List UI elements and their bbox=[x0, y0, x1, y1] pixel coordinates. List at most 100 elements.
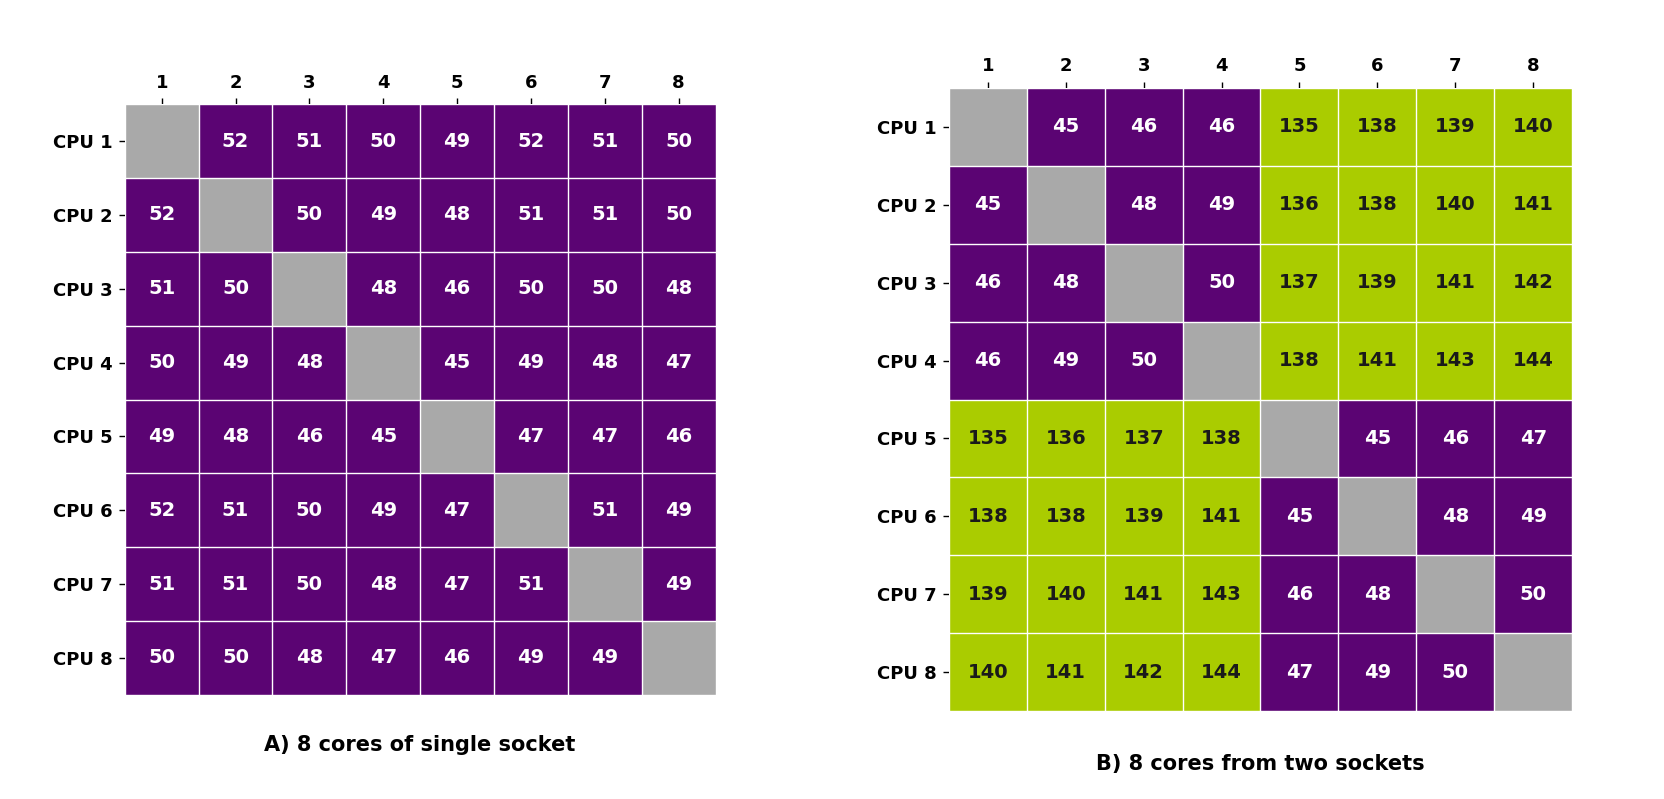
Bar bbox=[1105, 166, 1183, 244]
Bar bbox=[419, 178, 494, 252]
Text: 45: 45 bbox=[1052, 117, 1080, 137]
Text: 50: 50 bbox=[221, 649, 250, 667]
Text: 52: 52 bbox=[148, 205, 175, 225]
Text: 138: 138 bbox=[1201, 429, 1241, 448]
Text: 141: 141 bbox=[1045, 662, 1087, 682]
Bar bbox=[494, 326, 567, 400]
Bar bbox=[1338, 244, 1416, 321]
Bar bbox=[948, 166, 1027, 244]
Text: 139: 139 bbox=[1358, 273, 1398, 292]
Bar bbox=[1416, 555, 1494, 633]
Text: 50: 50 bbox=[1441, 662, 1469, 682]
Bar bbox=[125, 547, 198, 621]
Text: 140: 140 bbox=[1513, 117, 1554, 137]
Text: 49: 49 bbox=[1519, 507, 1548, 526]
Bar bbox=[198, 178, 273, 252]
Text: 138: 138 bbox=[1356, 117, 1398, 137]
Bar bbox=[1494, 555, 1572, 633]
Text: B) 8 cores from two sockets: B) 8 cores from two sockets bbox=[1097, 754, 1424, 774]
Bar bbox=[1105, 478, 1183, 555]
Bar bbox=[567, 621, 642, 695]
Bar bbox=[567, 473, 642, 547]
Text: 49: 49 bbox=[444, 132, 471, 150]
Bar bbox=[198, 400, 273, 473]
Bar bbox=[1261, 166, 1338, 244]
Text: 50: 50 bbox=[1208, 273, 1235, 292]
Bar bbox=[494, 178, 567, 252]
Text: 49: 49 bbox=[369, 205, 396, 225]
Bar bbox=[642, 547, 716, 621]
Bar bbox=[1183, 555, 1261, 633]
Text: 48: 48 bbox=[369, 574, 398, 594]
Text: 45: 45 bbox=[1286, 507, 1313, 526]
Text: 46: 46 bbox=[1441, 429, 1469, 448]
Bar bbox=[346, 326, 419, 400]
Text: 50: 50 bbox=[221, 279, 250, 298]
Text: 51: 51 bbox=[518, 205, 544, 225]
Bar bbox=[125, 104, 198, 178]
Text: 46: 46 bbox=[443, 649, 471, 667]
Bar bbox=[1494, 633, 1572, 711]
Text: 49: 49 bbox=[666, 501, 692, 520]
Bar bbox=[1183, 166, 1261, 244]
Text: 46: 46 bbox=[1208, 117, 1235, 137]
Bar bbox=[1027, 555, 1105, 633]
Bar bbox=[1416, 400, 1494, 478]
Text: 143: 143 bbox=[1201, 585, 1241, 604]
Text: 136: 136 bbox=[1280, 195, 1320, 214]
Bar bbox=[273, 178, 346, 252]
Bar bbox=[1338, 88, 1416, 166]
Text: 47: 47 bbox=[518, 427, 544, 446]
Text: 46: 46 bbox=[973, 273, 1002, 292]
Text: 51: 51 bbox=[591, 132, 619, 150]
Bar bbox=[1416, 321, 1494, 400]
Bar bbox=[948, 400, 1027, 478]
Bar bbox=[273, 326, 346, 400]
Bar bbox=[1105, 88, 1183, 166]
Bar bbox=[1183, 633, 1261, 711]
Text: 48: 48 bbox=[296, 649, 323, 667]
Text: 45: 45 bbox=[1364, 429, 1391, 448]
Bar bbox=[1416, 478, 1494, 555]
Text: 51: 51 bbox=[296, 132, 323, 150]
Text: 49: 49 bbox=[518, 353, 544, 372]
Bar bbox=[948, 244, 1027, 321]
Text: 137: 137 bbox=[1123, 429, 1163, 448]
Text: 141: 141 bbox=[1434, 273, 1476, 292]
Text: 48: 48 bbox=[443, 205, 471, 225]
Bar bbox=[1105, 555, 1183, 633]
Bar bbox=[198, 621, 273, 695]
Text: 48: 48 bbox=[1441, 507, 1469, 526]
Text: 141: 141 bbox=[1356, 351, 1398, 370]
Bar bbox=[346, 473, 419, 547]
Text: 46: 46 bbox=[296, 427, 323, 446]
Text: 48: 48 bbox=[221, 427, 250, 446]
Text: 49: 49 bbox=[221, 353, 250, 372]
Text: 141: 141 bbox=[1123, 585, 1165, 604]
Text: 48: 48 bbox=[1052, 273, 1080, 292]
Text: 49: 49 bbox=[369, 501, 396, 520]
Bar bbox=[642, 178, 716, 252]
Bar bbox=[198, 252, 273, 326]
Bar bbox=[1494, 166, 1572, 244]
Bar bbox=[494, 252, 567, 326]
Text: 140: 140 bbox=[967, 662, 1008, 682]
Bar bbox=[346, 400, 419, 473]
Bar bbox=[1261, 321, 1338, 400]
Bar bbox=[567, 400, 642, 473]
Bar bbox=[642, 326, 716, 400]
Text: 47: 47 bbox=[1286, 662, 1313, 682]
Bar bbox=[273, 621, 346, 695]
Bar bbox=[273, 252, 346, 326]
Text: 48: 48 bbox=[666, 279, 692, 298]
Bar bbox=[494, 621, 567, 695]
Text: 50: 50 bbox=[148, 353, 175, 372]
Text: 51: 51 bbox=[518, 574, 544, 594]
Bar bbox=[1494, 321, 1572, 400]
Text: 46: 46 bbox=[1130, 117, 1156, 137]
Bar bbox=[1261, 633, 1338, 711]
Bar bbox=[1338, 555, 1416, 633]
Bar bbox=[1261, 88, 1338, 166]
Bar bbox=[1027, 633, 1105, 711]
Bar bbox=[948, 633, 1027, 711]
